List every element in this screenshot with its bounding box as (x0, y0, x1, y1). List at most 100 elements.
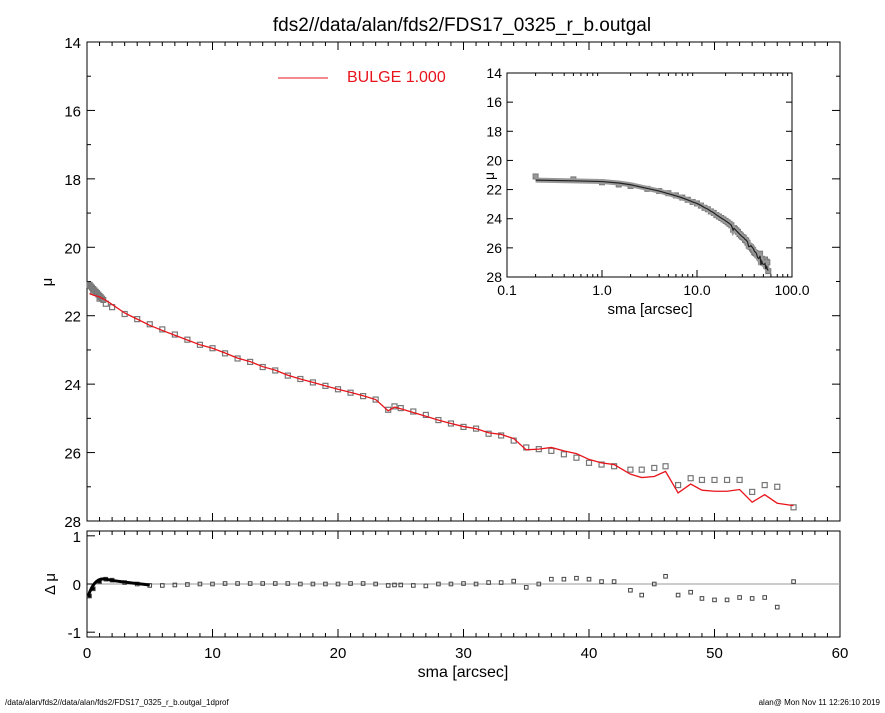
residual-y-tick-label: -1 (68, 625, 81, 642)
observed-point (391, 403, 398, 410)
residual-point (423, 583, 429, 589)
legend-label: BULGE 1.000 (347, 69, 446, 86)
inset-y-tick-label: 24 (486, 211, 502, 227)
residual-point (197, 581, 203, 587)
main-y-label: μ (39, 278, 56, 287)
residual-point (210, 581, 215, 587)
inset-x-label: sma [arcsec] (607, 301, 692, 318)
residual-point (348, 581, 353, 586)
main-panel: 14 16 18 20 22 24 26 28 (64, 35, 841, 531)
residual-point (699, 596, 705, 601)
residual-point (398, 582, 404, 588)
residual-point (574, 575, 579, 581)
residual-point (473, 581, 479, 587)
inset-y-tick-label: 22 (486, 182, 502, 198)
y-tick-label: 20 (64, 240, 81, 257)
residual-point (411, 583, 416, 588)
y-tick-label: 16 (64, 103, 81, 120)
x-tick-label: 10 (204, 645, 221, 662)
residual-point (285, 581, 291, 586)
inset-y-tick-label: 26 (486, 240, 502, 256)
residual-point (392, 582, 397, 588)
y-tick-label: 26 (64, 446, 81, 463)
chart-title: fds2//data/alan/fds2/FDS17_0325_r_b.outg… (273, 15, 651, 36)
observed-point (309, 379, 316, 386)
residual-point (298, 581, 303, 587)
observed-point (638, 466, 645, 473)
residual-point (247, 581, 253, 586)
residual-point (335, 581, 341, 587)
observed-point (761, 481, 768, 489)
observed-point (698, 476, 706, 484)
residual-point (185, 582, 190, 587)
residual-point (272, 581, 278, 586)
inset-y-tick-label: 18 (486, 123, 502, 139)
observed-point (372, 396, 379, 403)
residual-point (561, 576, 567, 582)
residual-point (749, 596, 755, 601)
observed-point (585, 459, 593, 466)
observed-point (687, 475, 694, 482)
observed-point (485, 430, 492, 437)
residual-point (536, 581, 542, 587)
x-axis-label: sma [arcsec] (418, 664, 509, 681)
residual-point (663, 573, 668, 579)
inset-x-tick-label: 10.0 (683, 282, 710, 298)
observed-point (675, 481, 682, 489)
model-line (89, 292, 794, 507)
residual-point (260, 581, 265, 586)
inset-model-line (535, 179, 769, 271)
residual-point (586, 576, 592, 582)
residual-point (791, 579, 796, 584)
residual-y-tick-label: 0 (73, 577, 81, 594)
residual-point (599, 579, 604, 584)
residual-point (523, 585, 529, 590)
x-tick-label: 60 (832, 645, 849, 662)
residual-point (549, 576, 554, 582)
residual-point (712, 597, 717, 603)
residual-point (762, 595, 768, 600)
observed-point (774, 483, 781, 490)
residual-point (724, 597, 730, 603)
footer-timestamp: alan@ Mon Nov 11 12:26:10 2019 (759, 698, 881, 707)
residual-point (498, 580, 504, 585)
observed-point (435, 416, 442, 424)
observed-point (598, 461, 605, 468)
inset-y-tick-label: 20 (486, 152, 502, 168)
observed-point (297, 375, 304, 383)
observed-point (662, 463, 669, 470)
residual-point (172, 582, 178, 588)
observed-point (548, 447, 555, 454)
observed-point (322, 382, 329, 389)
inset-panel: 14 16 18 20 22 24 26 280.1 1.0 10.0 100.0 (486, 65, 809, 298)
residual-point (160, 583, 165, 588)
observed-point (651, 464, 658, 472)
footer-file-path: /data/alan/fds2//data/alan/fds2/FDS17_03… (5, 698, 230, 707)
residual-point (737, 595, 742, 600)
residual-point (448, 581, 454, 587)
residual-y-tick-label: 1 (73, 529, 81, 546)
residual-point (486, 580, 491, 585)
inset-y-tick-label: 16 (486, 94, 502, 110)
residual-point (373, 581, 378, 587)
residual-point (323, 581, 328, 587)
residual-point (235, 581, 240, 586)
residual-point (461, 581, 466, 586)
residual-point (611, 579, 617, 584)
residual-point (675, 592, 681, 598)
residual-point (774, 604, 780, 610)
observed-point (736, 476, 743, 484)
observed-point (209, 345, 216, 352)
residual-point (222, 581, 228, 586)
y-tick-label: 18 (64, 172, 81, 189)
inset-x-tick-label: 100.0 (774, 282, 809, 298)
observed-point (573, 454, 580, 461)
residual-point (385, 583, 391, 588)
residual-point (651, 581, 657, 587)
observed-point (560, 451, 568, 458)
residual-y-label: Δ μ (42, 573, 59, 595)
observed-point (749, 488, 756, 496)
inset-y-tick-label: 14 (486, 65, 502, 81)
y-tick-label: 28 (64, 514, 81, 531)
